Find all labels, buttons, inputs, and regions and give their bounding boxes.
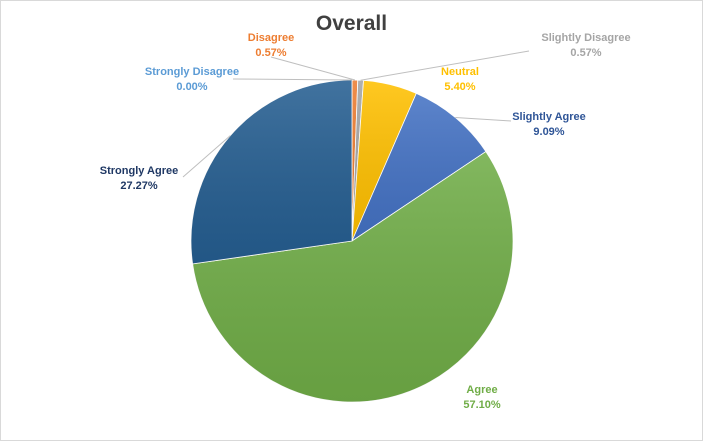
data-label-name: Slightly Disagree: [541, 32, 630, 44]
pie-slice-neutral: [351, 79, 417, 242]
data-label-disagree: Disagree 0.57%: [248, 32, 294, 59]
data-label-strongly-disagree: Strongly Disagree 0.00%: [145, 66, 239, 93]
data-label-value: 27.27%: [120, 180, 158, 192]
pie-slice-agree: [192, 151, 514, 403]
data-label-value: 0.57%: [570, 47, 601, 59]
leader-line-slightly-disagree: [360, 50, 530, 81]
pie-slice-slightly-agree: [351, 92, 487, 243]
data-label-name: Strongly Disagree: [145, 66, 239, 78]
data-label-value: 0.00%: [176, 81, 207, 93]
chart-title: Overall: [315, 12, 388, 35]
data-label-name: Strongly Agree: [100, 165, 178, 177]
data-label-value: 9.09%: [533, 126, 564, 138]
data-label-agree: Agree 57.10%: [463, 384, 501, 411]
leader-line-disagree: [270, 56, 356, 81]
data-label-strongly-agree: Strongly Agree 27.27%: [100, 165, 178, 192]
data-label-name: Neutral: [441, 66, 479, 78]
data-label-value: 5.40%: [444, 81, 475, 93]
data-label-name: Slightly Agree: [512, 111, 586, 123]
data-label-neutral: Neutral 5.40%: [441, 66, 479, 93]
data-label-slightly-agree: Slightly Agree 9.09%: [512, 111, 586, 138]
data-label-name: Disagree: [248, 32, 294, 44]
data-label-slightly-disagree: Slightly Disagree 0.57%: [541, 32, 630, 59]
data-label-value: 57.10%: [463, 399, 501, 411]
leader-line-strongly-disagree: [232, 78, 353, 81]
leader-line-strongly-agree: [182, 135, 231, 178]
data-label-value: 0.57%: [255, 47, 286, 59]
leader-line-slightly-agree: [455, 117, 512, 122]
pie-slice-strongly-agree: [190, 79, 353, 265]
data-label-name: Agree: [466, 384, 497, 396]
